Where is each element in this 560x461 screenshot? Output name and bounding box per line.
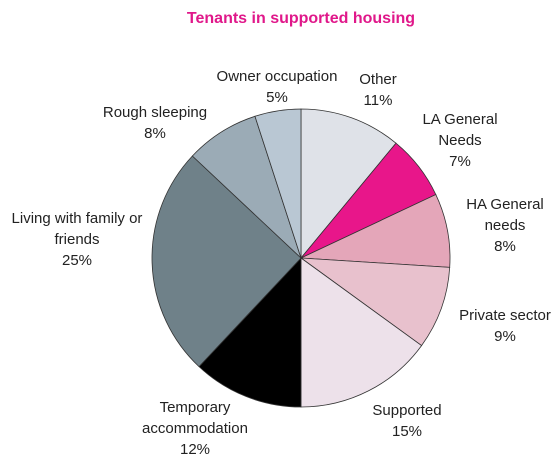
category-label: HA General needs: [466, 196, 544, 234]
category-label: LA General Needs: [422, 111, 498, 149]
category-label: Rough sleeping: [102, 104, 208, 121]
pie-slice: [300, 108, 397, 260]
value-label: 5%: [266, 89, 288, 106]
value-label: 8%: [494, 238, 516, 255]
value-label: 15%: [391, 423, 423, 440]
value-label: 11%: [363, 92, 393, 109]
value-label: 7%: [449, 153, 471, 170]
category-label: Other: [359, 71, 397, 88]
category-label: Temporary accommodation: [142, 399, 248, 437]
pie-slice: [299, 257, 451, 347]
value-label: 25%: [61, 252, 93, 269]
slice-label: HA General needs 8%: [458, 194, 553, 257]
value-label: 12%: [179, 441, 211, 458]
category-label: Supported: [372, 402, 442, 419]
slice-label: Supported 15%: [357, 400, 457, 442]
pie-slice: [151, 155, 302, 368]
slice-label: Temporary accommodation 12%: [135, 397, 255, 460]
slice-label: Rough sleeping 8%: [90, 102, 220, 144]
value-label: 9%: [494, 328, 516, 345]
slice-label: Other 11%: [338, 69, 418, 111]
category-label: Living with family or friends: [11, 210, 143, 248]
pie-slice: [254, 108, 302, 259]
slice-label: LA General Needs 7%: [415, 109, 505, 172]
slice-label: Private sector 9%: [445, 305, 560, 347]
slice-label: Owner occupation 5%: [202, 66, 352, 108]
pie-slice: [198, 256, 302, 408]
slice-label: Living with family or friends 25%: [5, 208, 150, 271]
category-label: Private sector: [459, 307, 551, 324]
value-label: 8%: [144, 125, 166, 142]
pie-slice: [300, 257, 423, 408]
category-label: Owner occupation: [216, 68, 338, 85]
chart-title: Tenants in supported housing: [186, 10, 416, 27]
